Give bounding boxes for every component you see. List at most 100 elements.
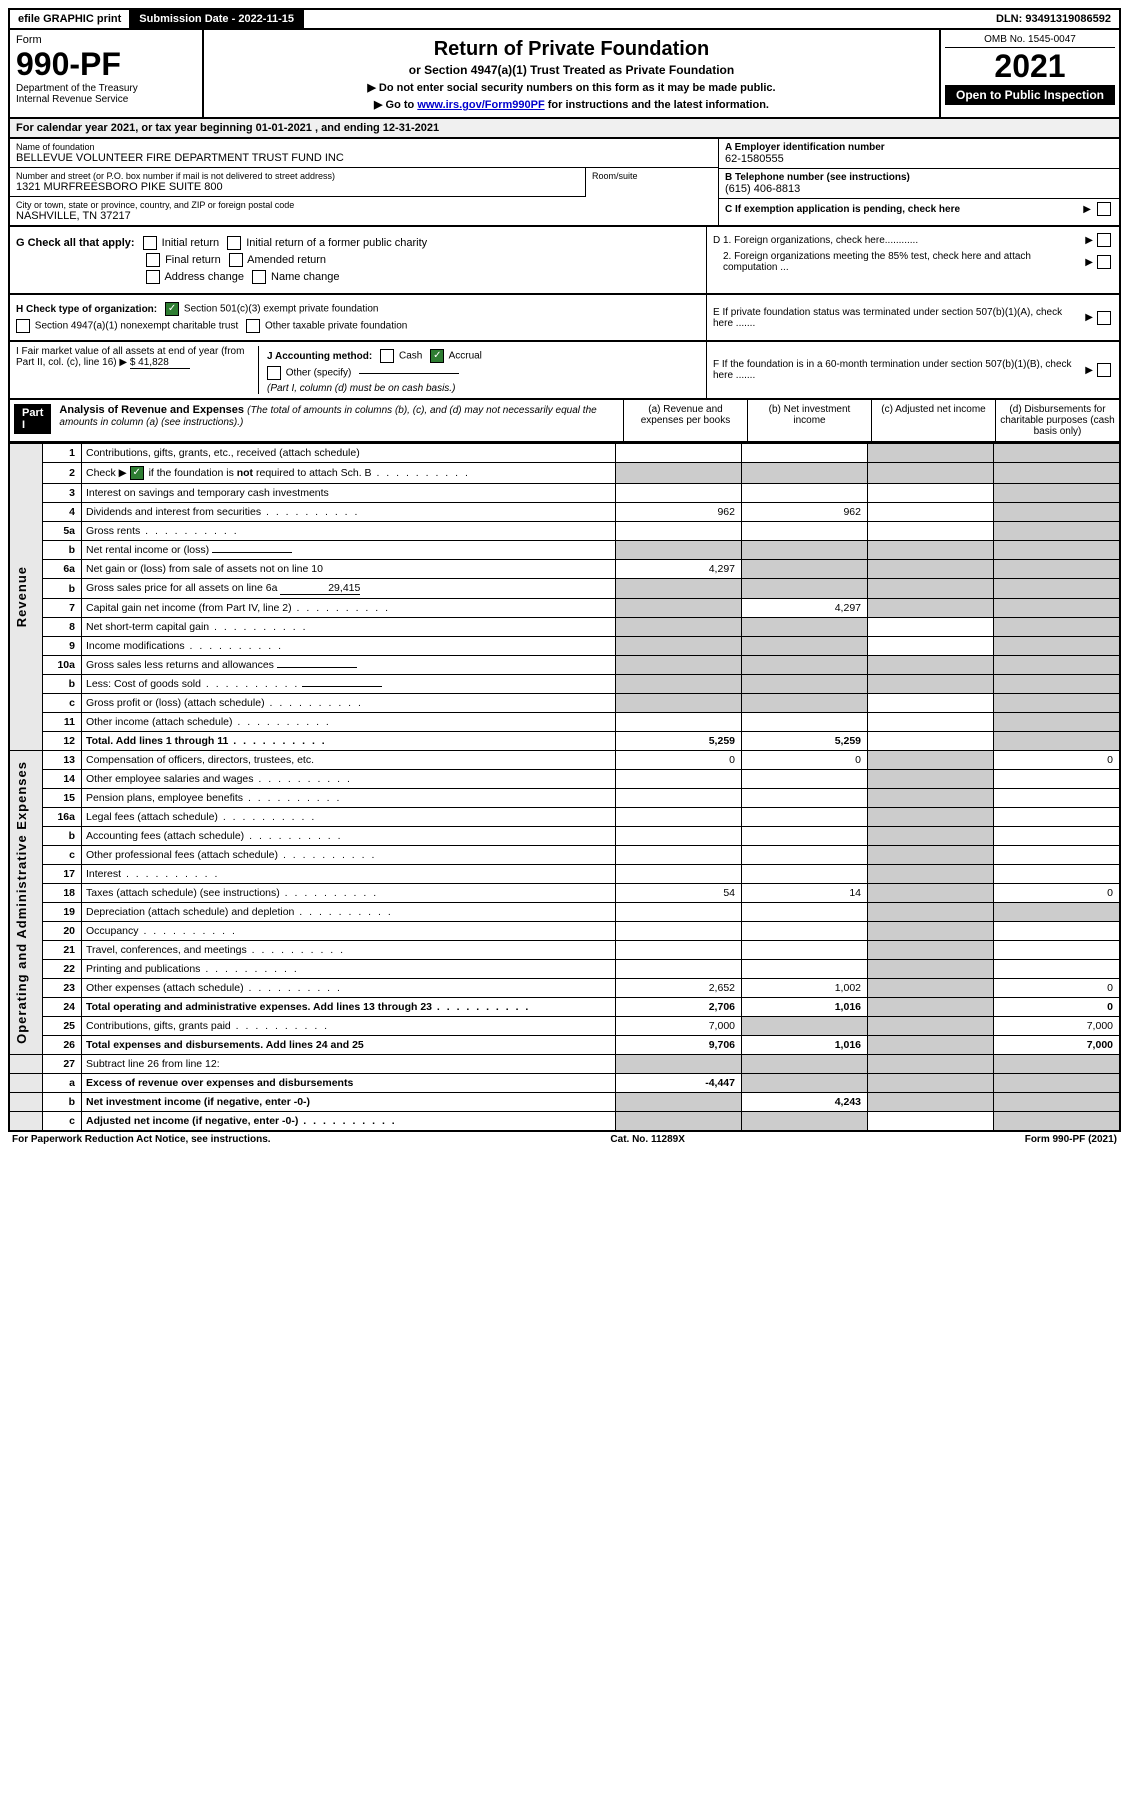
cell-value — [742, 522, 868, 541]
cell-grey — [994, 675, 1121, 694]
row-num: 20 — [43, 922, 82, 941]
row-desc: Other expenses (attach schedule) — [82, 979, 616, 998]
row-num: 4 — [43, 503, 82, 522]
e-label: E If private foundation status was termi… — [713, 307, 1081, 329]
cell-value — [994, 922, 1121, 941]
cb-cash[interactable] — [380, 349, 394, 363]
d1-label: D 1. Foreign organizations, check here..… — [713, 235, 1081, 246]
c-checkbox[interactable] — [1097, 202, 1111, 216]
cell-value — [742, 484, 868, 503]
tax-year: 2021 — [945, 48, 1115, 85]
cell-grey — [616, 1055, 742, 1074]
cb-initial-former[interactable] — [227, 236, 241, 250]
section-ij: I Fair market value of all assets at end… — [8, 342, 1121, 400]
cell-grey — [868, 656, 994, 675]
cell-value — [868, 1112, 994, 1132]
row-desc: Contributions, gifts, grants paid — [82, 1017, 616, 1036]
cell-grey — [868, 941, 994, 960]
top-bar: efile GRAPHIC print Submission Date - 20… — [8, 8, 1121, 30]
cell-grey — [868, 444, 994, 463]
cell-grey — [868, 675, 994, 694]
dept: Department of the Treasury — [16, 83, 196, 94]
cell-value: 2,706 — [616, 998, 742, 1017]
cell-grey — [616, 637, 742, 656]
cell-value: 0 — [994, 998, 1121, 1017]
cell-grey — [742, 541, 868, 560]
cell-grey — [868, 770, 994, 789]
row-num: 10a — [43, 656, 82, 675]
row-num: b — [43, 675, 82, 694]
analysis-table: Revenue1Contributions, gifts, grants, et… — [8, 443, 1121, 1132]
calendar-year-line: For calendar year 2021, or tax year begi… — [8, 119, 1121, 139]
cell-value — [994, 846, 1121, 865]
cb-4947[interactable] — [16, 319, 30, 333]
row-desc: Check ▶ if the foundation is not require… — [82, 463, 616, 484]
city-label: City or town, state or province, country… — [16, 200, 712, 210]
col-a-header: (a) Revenue and expenses per books — [623, 400, 747, 441]
cell-grey — [994, 903, 1121, 922]
cell-grey — [868, 1055, 994, 1074]
cb-other-taxable[interactable] — [246, 319, 260, 333]
cb-other-method[interactable] — [267, 366, 281, 380]
cell-grey — [868, 922, 994, 941]
form990pf-link[interactable]: www.irs.gov/Form990PF — [417, 99, 544, 111]
cb-d1[interactable] — [1097, 233, 1111, 247]
cell-value: 962 — [742, 503, 868, 522]
phone-value: (615) 406-8813 — [725, 183, 1113, 195]
row-num: 1 — [43, 444, 82, 463]
cell-value — [742, 922, 868, 941]
cell-value: 0 — [994, 751, 1121, 770]
cb-amended-return[interactable] — [229, 253, 243, 267]
cb-accrual[interactable] — [430, 349, 444, 363]
row-num: 25 — [43, 1017, 82, 1036]
cell-value — [994, 941, 1121, 960]
cell-grey — [868, 1017, 994, 1036]
phone-label: B Telephone number (see instructions) — [725, 172, 1113, 183]
cell-value — [994, 960, 1121, 979]
form-title: Return of Private Foundation — [210, 38, 933, 61]
cb-e[interactable] — [1097, 311, 1111, 325]
cell-grey — [994, 541, 1121, 560]
row-num: c — [43, 846, 82, 865]
cell-value — [742, 444, 868, 463]
cb-final-return[interactable] — [146, 253, 160, 267]
cb-d2[interactable] — [1097, 255, 1111, 269]
ein-value: 62-1580555 — [725, 153, 1113, 165]
form-header: Form 990-PF Department of the Treasury I… — [8, 30, 1121, 119]
cell-value: 0 — [742, 751, 868, 770]
cb-address-change[interactable] — [146, 270, 160, 284]
cell-grey — [868, 998, 994, 1017]
dln: DLN: 93491319086592 — [988, 10, 1119, 28]
cell-value — [616, 846, 742, 865]
cb-f[interactable] — [1097, 363, 1111, 377]
cell-value: -4,447 — [616, 1074, 742, 1093]
cell-value — [616, 713, 742, 732]
submission-date: Submission Date - 2022-11-15 — [131, 10, 304, 28]
open-public-badge: Open to Public Inspection — [945, 85, 1115, 105]
row-desc: Legal fees (attach schedule) — [82, 808, 616, 827]
cell-value: 0 — [616, 751, 742, 770]
cb-initial-return[interactable] — [143, 236, 157, 250]
row-num: 11 — [43, 713, 82, 732]
cell-grey — [868, 960, 994, 979]
row-desc: Interest — [82, 865, 616, 884]
cell-value — [742, 808, 868, 827]
row-desc: Income modifications — [82, 637, 616, 656]
schb-checkbox[interactable] — [130, 466, 144, 480]
cb-501c3[interactable] — [165, 302, 179, 316]
row-num: 3 — [43, 484, 82, 503]
row-desc: Net rental income or (loss) — [82, 541, 616, 560]
cell-value — [994, 808, 1121, 827]
instr-2: ▶ Go to www.irs.gov/Form990PF for instru… — [210, 98, 933, 111]
cell-grey — [742, 675, 868, 694]
row-num: 18 — [43, 884, 82, 903]
cb-name-change[interactable] — [252, 270, 266, 284]
row-desc: Excess of revenue over expenses and disb… — [82, 1074, 616, 1093]
foundation-city: NASHVILLE, TN 37217 — [16, 210, 712, 222]
efile-label[interactable]: efile GRAPHIC print — [10, 10, 131, 28]
row-desc: Less: Cost of goods sold — [82, 675, 616, 694]
cell-value — [868, 713, 994, 732]
foundation-info: Name of foundation BELLEVUE VOLUNTEER FI… — [8, 139, 1121, 227]
row-desc: Other professional fees (attach schedule… — [82, 846, 616, 865]
row-desc: Interest on savings and temporary cash i… — [82, 484, 616, 503]
